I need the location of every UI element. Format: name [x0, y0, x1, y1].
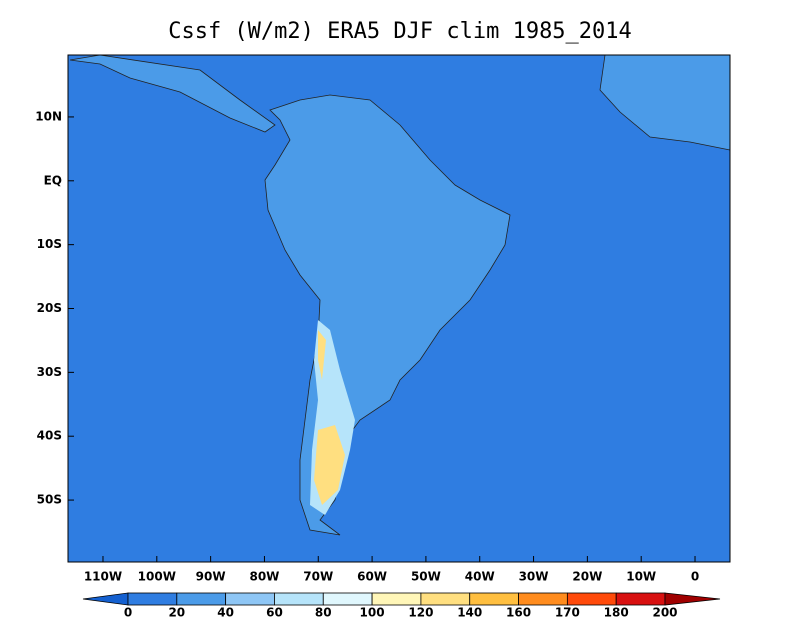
y-tick-label: 10S — [37, 237, 62, 251]
high-flux-region — [314, 330, 345, 505]
x-tick-label: 30W — [519, 570, 549, 584]
colorbar-label: 160 — [506, 606, 531, 619]
colorbar-under — [82, 592, 129, 606]
colorbar-label: 20 — [168, 606, 185, 619]
colorbar-box — [322, 592, 373, 606]
x-tick-label: 50W — [411, 570, 441, 584]
colorbar-box — [420, 592, 471, 606]
colorbar-box — [176, 592, 227, 606]
colorbar-box — [127, 592, 178, 606]
x-tick-label: 60W — [357, 570, 387, 584]
colorbar-label: 120 — [408, 606, 433, 619]
colorbar-label: 60 — [266, 606, 283, 619]
colorbar-box — [566, 592, 617, 606]
x-tick-label: 40W — [465, 570, 495, 584]
colorbar-label: 140 — [457, 606, 482, 619]
x-tick-label: 20W — [572, 570, 602, 584]
x-tick-label: 90W — [196, 570, 226, 584]
colorbar-label: 180 — [604, 606, 629, 619]
colorbar-box — [371, 592, 422, 606]
colorbar-box — [274, 592, 324, 606]
y-tick-label: 40S — [37, 429, 62, 443]
central-america — [69, 54, 276, 133]
colorbar-label: 80 — [315, 606, 332, 619]
x-tick-label: 80W — [249, 570, 279, 584]
y-tick-label: 30S — [37, 365, 62, 379]
colorbar-box — [225, 592, 275, 606]
x-tick-label: 110W — [84, 570, 122, 584]
colorbar-label: 0 — [124, 606, 132, 619]
y-tick-label: EQ — [44, 173, 62, 187]
x-tick-label: 70W — [303, 570, 333, 584]
y-tick-label: 10N — [35, 109, 62, 123]
colorbar-label: 40 — [217, 606, 234, 619]
x-tick-label: 0 — [691, 570, 699, 584]
x-tick-label: 10W — [626, 570, 656, 584]
colorbar-label: 100 — [360, 606, 385, 619]
y-tick-label: 20S — [37, 301, 62, 315]
colorbar-box — [469, 592, 519, 606]
colorbar-box — [518, 592, 568, 606]
colorbar-over — [664, 592, 721, 606]
map-title: Cssf (W/m2) ERA5 DJF clim 1985_2014 — [168, 19, 632, 44]
colorbar-box — [615, 592, 666, 606]
x-tick-label: 100W — [138, 570, 176, 584]
colorbar-label: 170 — [555, 606, 580, 619]
colorbar-label: 200 — [652, 606, 677, 619]
y-tick-label: 50S — [37, 493, 62, 507]
